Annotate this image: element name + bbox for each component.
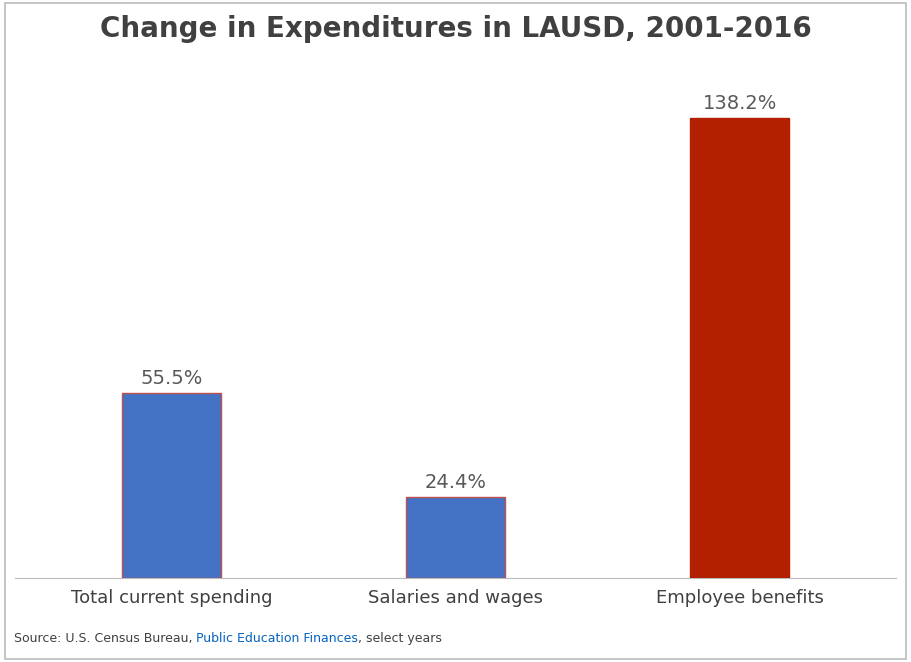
Text: 55.5%: 55.5% [140, 369, 202, 389]
Bar [690, 118, 790, 578]
Title: Change in Expenditures in LAUSD, 2001-2016: Change in Expenditures in LAUSD, 2001-20… [99, 15, 812, 43]
Bar [405, 497, 506, 578]
Text: 138.2%: 138.2% [702, 94, 777, 113]
Bar [121, 393, 221, 578]
Text: Public Education Finances: Public Education Finances [196, 632, 358, 645]
Text: , select years: , select years [358, 632, 442, 645]
Text: 24.4%: 24.4% [425, 473, 486, 492]
Text: Source: U.S. Census Bureau,: Source: U.S. Census Bureau, [14, 632, 196, 645]
